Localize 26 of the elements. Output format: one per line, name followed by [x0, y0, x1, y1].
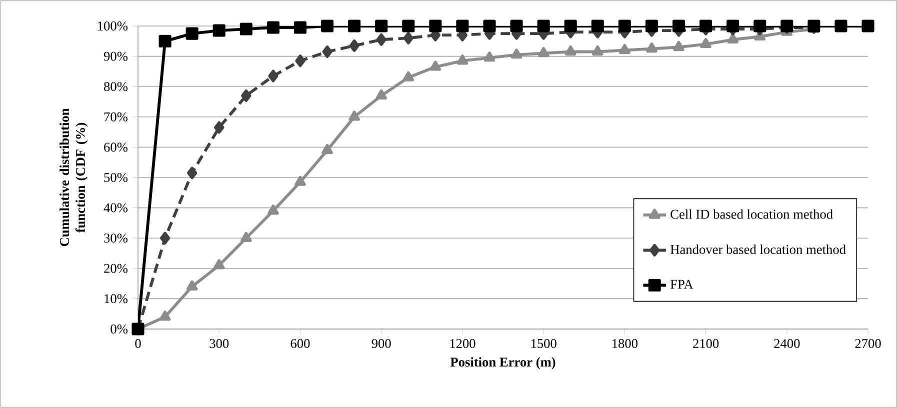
y-tick-label: 60%: [104, 142, 128, 152]
y-tick-label: 50%: [104, 172, 128, 182]
legend-label: FPA: [670, 280, 694, 289]
y-tick-label: 40%: [104, 203, 128, 212]
x-tick-label: 2100: [693, 339, 719, 348]
x-tick-label: 900: [372, 339, 391, 348]
y-tick-label: 10%: [104, 294, 128, 304]
x-tick-label: 1800: [612, 339, 638, 348]
y-tick-label: 30%: [104, 234, 128, 243]
x-tick-label: 1200: [450, 339, 476, 348]
x-tick-label: 2400: [774, 339, 800, 348]
y-tick-label: 90%: [104, 52, 128, 61]
x-tick-label: 2700: [855, 339, 881, 348]
x-tick-label: 1500: [531, 339, 556, 348]
y-tick-label: 100%: [98, 21, 128, 31]
x-tick-label: 600: [290, 339, 310, 348]
x-axis-title: Position Error (m): [450, 357, 556, 370]
y-tick-label: 0%: [110, 324, 128, 334]
legend-label: Handover based location method: [670, 244, 846, 254]
x-tick-label: 0: [135, 339, 141, 348]
x-tick-label: 300: [210, 339, 229, 348]
y-axis-title: Cumulative distribution function (CDF (%): [60, 108, 88, 246]
y-tick-label: 20%: [104, 264, 128, 273]
legend-label: Cell ID based location method: [670, 209, 833, 219]
y-tick-label: 80%: [104, 82, 128, 92]
y-tick-label: 70%: [104, 112, 128, 122]
